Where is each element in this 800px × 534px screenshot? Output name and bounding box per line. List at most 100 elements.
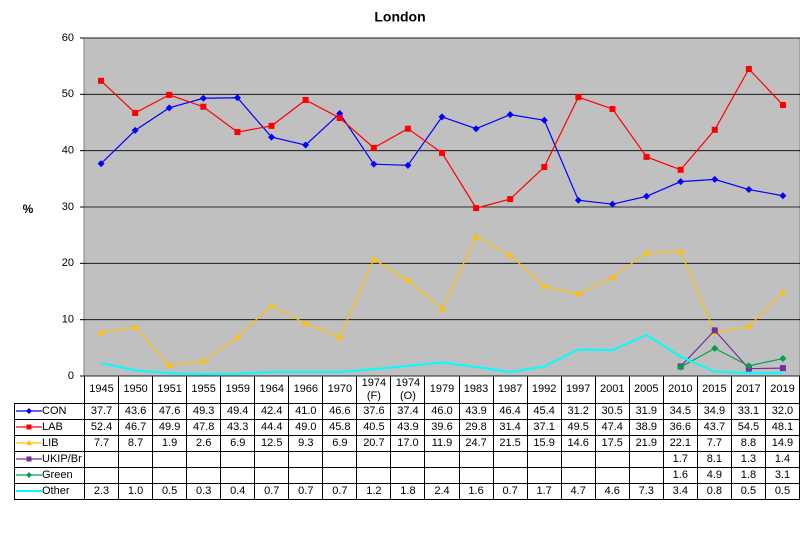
table-value [390,451,426,468]
marker [268,122,275,129]
table-value: 52.4 [83,419,120,436]
table-value [186,467,222,484]
table-value: 24.7 [458,435,494,452]
table-value [118,451,154,468]
marker [26,408,32,415]
table-value [288,451,324,468]
marker [302,96,309,103]
table-value: 1.8 [390,483,426,500]
marker [643,153,650,160]
table-value: 41.0 [288,403,324,420]
table-value: 43.6 [118,403,154,420]
marker [370,255,378,262]
table-value: 42.4 [254,403,290,420]
marker [779,365,786,372]
table-value: 3.1 [764,467,800,484]
marker [233,94,241,102]
marker [165,104,173,112]
legend-label: CON [42,405,67,417]
table-value: 0.7 [254,483,290,500]
legend-entry: UKIP/Br [14,451,85,468]
table-value [356,451,392,468]
legend-key [16,424,42,430]
table-value: 49.0 [288,419,324,436]
table-value: 33.1 [730,403,766,420]
table-value: 6.9 [220,435,256,452]
table-value: 40.5 [356,419,392,436]
table-value: 47.8 [186,419,222,436]
table-value: 45.8 [322,419,358,436]
table-value: 37.4 [390,403,426,420]
series-line [680,329,783,370]
legend-entry: LIB [14,435,85,452]
table-value [526,467,562,484]
marker [302,320,310,327]
marker [608,273,616,280]
table-value: 48.1 [764,419,800,436]
marker [608,200,616,208]
marker [779,192,787,200]
x-tick-label: 1992 [526,376,562,404]
legend-entry: Green [14,467,85,484]
table-value: 1.6 [458,483,494,500]
table-value: 39.6 [424,419,460,436]
table-value [254,451,290,468]
table-value: 29.8 [458,419,494,436]
table-value: 6.9 [322,435,358,452]
marker [574,196,582,204]
table-value: 8.8 [730,435,766,452]
marker [711,327,718,334]
table-value: 12.5 [254,435,290,452]
x-tick-label: 1945 [83,376,120,404]
table-value: 47.6 [152,403,188,420]
table-value: 0.4 [220,483,256,500]
marker [370,160,378,168]
marker [574,290,582,297]
marker [439,149,445,156]
table-value: 0.5 [152,483,188,500]
table-value: 8.7 [118,435,154,452]
legend-label: LIB [42,437,59,449]
marker [165,361,173,368]
table-value: 44.4 [254,419,290,436]
table-value: 14.9 [764,435,800,452]
marker [166,91,173,98]
table-value: 46.0 [424,403,460,420]
table-value: 43.7 [696,419,732,436]
x-tick-label: 2015 [696,376,732,404]
marker [540,116,548,124]
marker [507,196,514,203]
table-value [118,467,154,484]
x-tick-label: 1950 [118,376,154,404]
table-value: 32.0 [764,403,800,420]
table-value: 7.7 [83,435,120,452]
marker [302,141,310,149]
table-value: 4.9 [696,467,732,484]
table-value: 37.6 [356,403,392,420]
marker [233,333,241,340]
table-value: 7.3 [628,483,664,500]
table-value [628,467,664,484]
table-value: 2.4 [424,483,460,500]
marker [98,77,105,84]
table-value: 49.5 [560,419,596,436]
marker [643,192,651,200]
marker [745,186,753,194]
table-value [458,451,494,468]
marker [26,472,32,479]
table-value: 17.5 [594,435,630,452]
legend-key [16,472,42,479]
table-value [288,467,324,484]
table-value: 49.9 [152,419,188,436]
table-value [83,451,120,468]
x-tick-label: 1970 [322,376,358,404]
table-value: 9.3 [288,435,324,452]
x-tick-label: 2019 [764,376,800,404]
table-value: 31.4 [492,419,528,436]
marker [745,322,753,329]
table-value: 54.5 [730,419,766,436]
marker [234,129,241,136]
x-tick-label: 2010 [662,376,698,404]
marker [26,440,32,446]
